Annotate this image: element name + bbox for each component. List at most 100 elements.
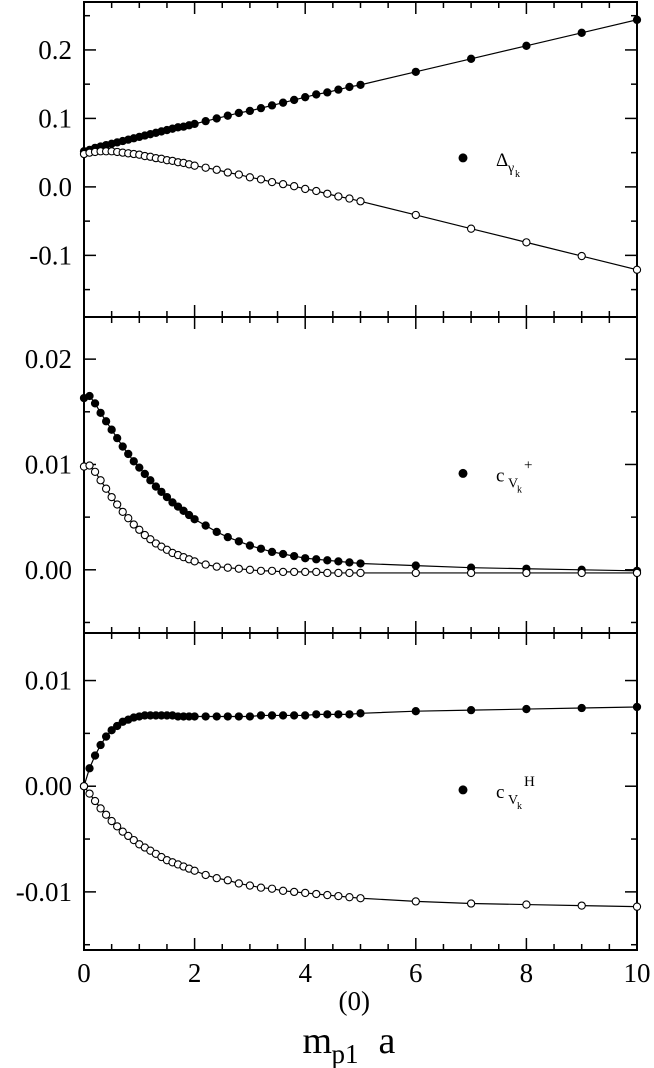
data-point-filled bbox=[212, 114, 221, 123]
data-point-filled bbox=[184, 510, 194, 520]
data-point-filled bbox=[113, 433, 122, 443]
series-line bbox=[83, 464, 637, 574]
data-point-open bbox=[256, 175, 266, 184]
data-point-filled bbox=[345, 82, 354, 92]
data-point-filled bbox=[632, 702, 642, 712]
data-point-filled bbox=[522, 704, 531, 714]
data-point-filled bbox=[107, 425, 116, 434]
data-point-open bbox=[245, 881, 255, 890]
data-point-filled bbox=[212, 527, 221, 537]
legend-label-subscript: V bbox=[508, 476, 518, 491]
data-point-open bbox=[301, 888, 310, 898]
data-point-filled bbox=[129, 457, 138, 466]
data-point-filled bbox=[345, 558, 354, 567]
data-point-filled bbox=[234, 108, 243, 118]
data-point-open bbox=[345, 194, 354, 203]
data-point-filled bbox=[522, 41, 531, 50]
data-point-open bbox=[411, 210, 420, 220]
data-point-filled bbox=[223, 111, 232, 120]
data-point-filled bbox=[201, 521, 210, 530]
data-point-filled bbox=[234, 537, 243, 546]
data-point-open bbox=[411, 568, 420, 578]
data-point-open bbox=[101, 810, 111, 819]
series-open bbox=[79, 461, 642, 578]
data-point-filled bbox=[356, 559, 365, 568]
data-point-filled bbox=[190, 712, 199, 721]
x-axis-label: m p1 (0) a bbox=[303, 986, 396, 1068]
y-tick-label: -0.01 bbox=[16, 877, 72, 907]
data-point-open bbox=[301, 184, 310, 194]
data-point-open bbox=[289, 567, 299, 577]
data-point-filled bbox=[201, 117, 210, 126]
data-point-filled bbox=[124, 449, 133, 459]
data-point-open bbox=[135, 525, 144, 534]
data-point-open bbox=[256, 883, 266, 892]
data-point-open bbox=[334, 568, 343, 578]
data-point-open bbox=[245, 173, 255, 182]
data-point-open bbox=[212, 873, 221, 883]
x-tick-label: 2 bbox=[188, 958, 202, 988]
data-point-open bbox=[632, 902, 642, 911]
legend-label: Δ bbox=[496, 150, 508, 171]
data-point-filled bbox=[96, 408, 105, 418]
data-point-filled bbox=[301, 93, 310, 102]
legend-symbol bbox=[458, 785, 468, 795]
x-axis-label-suffix: a bbox=[379, 1020, 396, 1062]
legend-label-subsubscript: k bbox=[515, 169, 520, 180]
y-tick-label: 0.02 bbox=[25, 344, 72, 374]
legend-label: c bbox=[496, 465, 504, 486]
data-point-open bbox=[345, 893, 354, 902]
data-point-filled bbox=[256, 103, 266, 113]
data-point-filled bbox=[411, 67, 420, 76]
data-point-filled bbox=[212, 712, 221, 721]
data-point-open bbox=[96, 804, 105, 813]
legend-label-subscript: γ bbox=[507, 161, 514, 176]
data-point-filled bbox=[466, 54, 476, 63]
data-point-open bbox=[201, 870, 210, 880]
y-tick-label: 0.2 bbox=[38, 35, 72, 65]
data-point-filled bbox=[101, 417, 111, 426]
data-point-filled bbox=[345, 710, 354, 719]
series-filled bbox=[79, 702, 642, 791]
data-point-filled bbox=[312, 555, 321, 564]
series-filled bbox=[79, 15, 642, 156]
legend-symbol bbox=[458, 468, 468, 478]
legend-label-subsubscript: k bbox=[517, 484, 522, 495]
data-point-filled bbox=[411, 707, 420, 716]
data-point-open bbox=[201, 560, 210, 569]
data-point-open bbox=[212, 562, 221, 571]
data-point-open bbox=[632, 568, 642, 578]
data-point-filled bbox=[118, 442, 127, 451]
data-point-filled bbox=[135, 463, 144, 472]
data-point-open bbox=[466, 568, 476, 578]
data-point-open bbox=[334, 891, 343, 901]
data-point-open bbox=[632, 265, 642, 274]
data-point-filled bbox=[201, 712, 210, 721]
legend: c VkH bbox=[458, 774, 535, 812]
data-point-open bbox=[146, 535, 155, 544]
data-point-filled bbox=[168, 498, 177, 507]
data-point-filled bbox=[96, 740, 105, 750]
series-open bbox=[79, 147, 642, 274]
data-point-open bbox=[411, 897, 420, 906]
data-point-open bbox=[301, 567, 310, 577]
data-point-filled bbox=[256, 544, 266, 553]
data-point-open bbox=[323, 890, 332, 900]
data-point-open bbox=[256, 566, 266, 576]
plot-frame bbox=[83, 632, 638, 951]
data-point-open bbox=[356, 197, 365, 206]
data-point-open bbox=[90, 467, 100, 476]
legend-label-superscript: + bbox=[524, 457, 532, 473]
data-point-open bbox=[267, 566, 277, 576]
x-axis-label-superscript: (0) bbox=[339, 986, 370, 1016]
data-point-filled bbox=[278, 98, 288, 107]
plot-frame bbox=[83, 316, 638, 634]
data-point-filled bbox=[301, 554, 310, 563]
data-point-open bbox=[312, 567, 321, 577]
series-line bbox=[83, 785, 638, 908]
data-point-open bbox=[278, 567, 288, 577]
data-point-filled bbox=[173, 502, 183, 511]
data-point-filled bbox=[101, 732, 111, 741]
data-point-open bbox=[323, 189, 332, 198]
